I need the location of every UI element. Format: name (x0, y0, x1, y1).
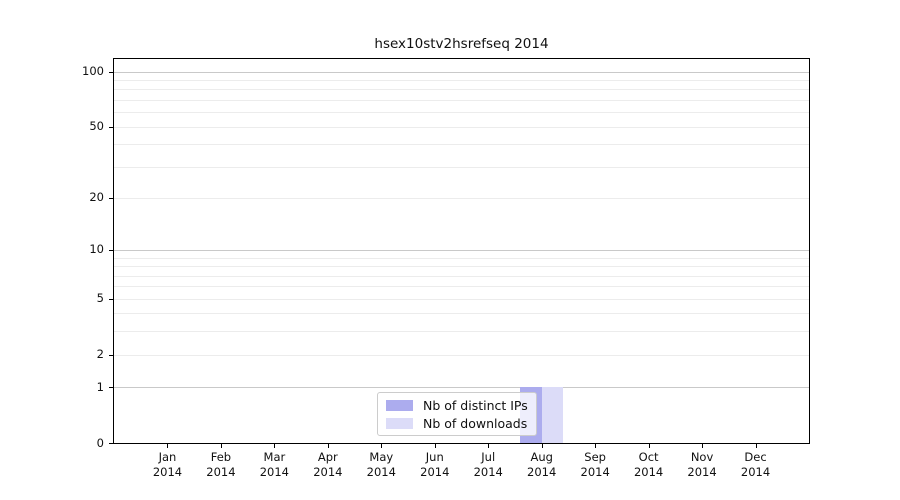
y-tick (109, 443, 113, 444)
y-tick-label: 20 (89, 190, 104, 205)
y-minor-gridline (114, 257, 809, 259)
y-tick-label: 100 (82, 64, 104, 79)
x-tick (434, 444, 436, 448)
y-tick-label: 2 (96, 347, 104, 362)
y-major-gridline (114, 71, 809, 73)
y-tick (109, 71, 113, 73)
x-tick (702, 444, 704, 448)
x-tick (595, 444, 597, 448)
x-tick-label: Jan 2014 (152, 450, 183, 479)
y-tick-label: 10 (89, 242, 104, 257)
distinct-ips-swatch-icon (386, 399, 413, 411)
x-tick-label: Apr 2014 (313, 450, 343, 479)
x-tick-label: Dec 2014 (740, 450, 771, 479)
x-tick (327, 444, 329, 448)
x-tick-label: Oct 2014 (633, 450, 664, 479)
x-tick (488, 444, 490, 448)
y-tick (109, 197, 113, 199)
legend-label-distinct-ips: Nb of distinct IPs (423, 397, 528, 413)
y-minor-gridline (114, 166, 809, 168)
y-tick-label: 0 (96, 435, 104, 450)
y-tick (109, 298, 113, 300)
plot-area: Nb of distinct IPs Nb of downloads (113, 58, 810, 444)
y-minor-gridline (114, 266, 809, 268)
legend: Nb of distinct IPs Nb of downloads (377, 392, 537, 436)
y-minor-gridline (114, 331, 809, 333)
downloads-swatch-icon (386, 417, 413, 429)
y-tick (109, 354, 113, 356)
x-tick (167, 444, 169, 448)
x-tick-label: May 2014 (366, 450, 396, 479)
x-tick (541, 444, 543, 448)
legend-entry-distinct-ips: Nb of distinct IPs (386, 396, 528, 414)
x-tick (648, 444, 650, 448)
y-minor-gridline (114, 79, 809, 81)
x-tick (274, 444, 276, 448)
y-tick-label: 5 (96, 291, 104, 306)
chart-title: hsex10stv2hsrefseq 2014 (374, 36, 549, 52)
legend-entry-downloads: Nb of downloads (386, 414, 528, 432)
x-tick-label: Aug 2014 (527, 450, 557, 479)
y-minor-gridline (114, 197, 809, 199)
x-tick-label: Jul 2014 (473, 450, 503, 479)
y-minor-gridline (114, 354, 809, 356)
x-tick (381, 444, 383, 448)
legend-label-downloads: Nb of downloads (423, 415, 528, 431)
y-tick-label: 1 (96, 379, 104, 394)
x-tick-label: Mar 2014 (259, 450, 290, 479)
y-minor-gridline (114, 298, 809, 300)
y-minor-gridline (114, 126, 809, 128)
bar-nb-of-downloads (541, 387, 564, 443)
y-major-gridline (114, 387, 809, 389)
y-minor-gridline (114, 112, 809, 114)
y-minor-gridline (114, 99, 809, 101)
y-tick-label: 50 (89, 119, 104, 134)
y-minor-gridline (114, 286, 809, 288)
x-tick-label: Nov 2014 (687, 450, 717, 479)
x-tick-label: Feb 2014 (206, 450, 236, 479)
x-tick-label: Jun 2014 (420, 450, 450, 479)
x-tick (755, 444, 757, 448)
y-minor-gridline (114, 313, 809, 315)
y-tick (109, 387, 113, 389)
x-tick (220, 444, 222, 448)
y-minor-gridline (114, 144, 809, 146)
x-tick-label: Sep 2014 (580, 450, 610, 479)
y-minor-gridline (114, 275, 809, 277)
y-major-gridline (114, 249, 809, 251)
y-tick (109, 126, 113, 128)
y-minor-gridline (114, 89, 809, 91)
y-tick (109, 249, 113, 251)
